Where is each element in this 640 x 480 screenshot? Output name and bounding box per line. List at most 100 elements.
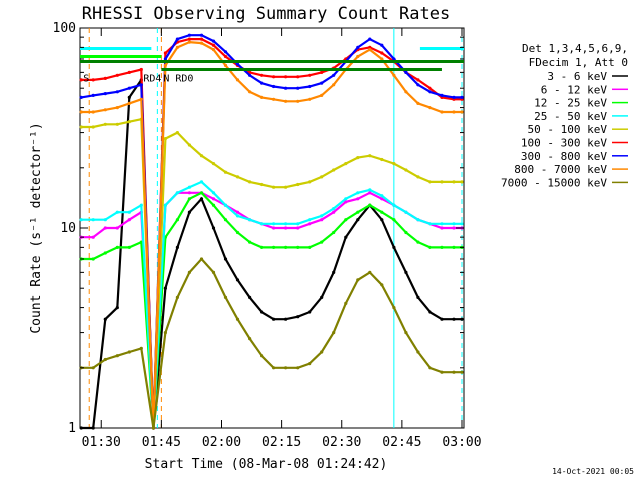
series-5-point-20 [308, 180, 312, 184]
series-1-point-31 [440, 317, 444, 321]
series-8-point-17 [272, 97, 276, 101]
series-4-point-3 [103, 218, 107, 222]
series-7-point-10 [187, 33, 191, 37]
series-3-point-28 [404, 230, 408, 235]
series-8-point-2 [91, 110, 95, 114]
series-8-point-16 [260, 95, 264, 99]
series-5-point-19 [296, 182, 300, 187]
series-4-point-24 [356, 191, 360, 195]
series-5-point-26 [380, 157, 384, 162]
series-7-point-27 [392, 57, 396, 61]
series-8-point-8 [163, 63, 167, 67]
series-3-point-10 [187, 197, 191, 201]
series-7-point-28 [404, 70, 408, 74]
series-2-point-19 [296, 226, 300, 230]
legend-label-7: 300 - 800 keV [521, 150, 607, 163]
legend-label-3: 12 - 25 keV [534, 97, 607, 110]
series-3-point-32 [452, 245, 456, 249]
series-4-point-1 [79, 218, 83, 222]
series-4-point-6 [139, 203, 143, 207]
y-tick-label-3: 100 [53, 21, 76, 36]
series-4-point-27 [392, 203, 396, 207]
series-4-point-12 [211, 191, 216, 195]
series-4-point-33 [460, 222, 464, 226]
series-line-2 [81, 191, 462, 429]
series-3-point-30 [428, 245, 432, 249]
series-9-point-10 [187, 270, 191, 274]
series-8-point-5 [127, 101, 131, 105]
series-6-point-17 [272, 75, 276, 79]
series-points-1 [79, 78, 464, 430]
series-1-point-16 [260, 310, 264, 314]
series-2-point-31 [440, 226, 444, 230]
series-7-point-20 [308, 84, 312, 89]
series-2-point-18 [284, 226, 288, 230]
series-3-point-12 [211, 203, 216, 207]
series-5-point-15 [248, 180, 252, 184]
series-7-point-2 [91, 93, 95, 97]
annotation-rd4: RD4 [143, 74, 161, 85]
series-1-point-23 [344, 235, 348, 239]
series-6-point-19 [296, 75, 300, 79]
chart-title: RHESSI Observing Summary Count Rates [82, 4, 450, 24]
series-1-point-8 [163, 286, 167, 290]
series-4-point-17 [272, 222, 276, 226]
series-2-point-12 [211, 197, 216, 201]
series-5-point-13 [223, 170, 228, 174]
series-3-point-9 [175, 218, 179, 222]
series-1-point-2 [91, 426, 95, 430]
series-7-point-17 [272, 84, 276, 89]
series-1-point-13 [223, 257, 228, 261]
series-3-point-19 [296, 245, 300, 249]
series-7-point-15 [248, 73, 252, 77]
series-3-point-31 [440, 245, 444, 249]
series-9-point-14 [235, 317, 240, 321]
series-2-point-14 [235, 210, 240, 214]
series-5-point-4 [115, 122, 119, 126]
series-4-point-18 [284, 222, 288, 226]
x-tick-label-3: 02:00 [202, 435, 241, 450]
legend: Det 1,3,4,5,6,9, FDecim 1, Att 0 3 - 6 k… [501, 42, 628, 189]
plot-area: RD4 RD0 S N [79, 27, 465, 430]
series-7-point-19 [296, 86, 300, 90]
series-5-point-14 [235, 175, 240, 179]
series-6-point-29 [416, 78, 420, 82]
series-2-point-23 [344, 200, 348, 204]
series-8-point-26 [380, 57, 384, 61]
series-8-point-25 [368, 48, 372, 52]
series-7-point-14 [235, 62, 240, 66]
series-points-7 [79, 33, 464, 430]
series-2-point-25 [368, 191, 372, 195]
series-6-point-12 [211, 43, 216, 47]
series-7-point-24 [356, 45, 360, 50]
series-1-point-14 [235, 278, 240, 282]
series-3-point-26 [380, 210, 384, 214]
series-9-point-6 [139, 346, 143, 350]
x-axis-label: Start Time (08-Mar-08 01:24:42) [145, 457, 388, 472]
series-7-point-13 [223, 50, 228, 54]
series-9-point-9 [175, 295, 179, 299]
series-9-point-32 [452, 370, 456, 374]
series-5-point-23 [344, 162, 348, 166]
series-8-point-13 [223, 63, 228, 67]
series-7-point-11 [199, 33, 204, 37]
series-8-point-11 [199, 41, 204, 45]
series-4-point-23 [344, 197, 348, 201]
series-1-point-33 [460, 317, 464, 321]
series-2-point-3 [103, 226, 107, 230]
series-4-point-20 [308, 218, 312, 222]
series-8-point-28 [404, 90, 408, 94]
series-3-point-2 [91, 257, 95, 261]
series-6-point-13 [223, 54, 228, 59]
series-4-point-26 [380, 194, 384, 198]
series-9-point-4 [115, 354, 119, 358]
series-8-point-31 [440, 110, 444, 114]
series-1-point-21 [320, 295, 324, 299]
series-9-point-3 [103, 357, 107, 362]
series-7-point-8 [163, 57, 167, 61]
series-1-point-10 [187, 210, 191, 214]
series-4-point-15 [248, 218, 252, 222]
series-7-point-16 [260, 81, 264, 85]
series-1-point-28 [404, 270, 408, 274]
series-9-point-26 [380, 283, 384, 287]
